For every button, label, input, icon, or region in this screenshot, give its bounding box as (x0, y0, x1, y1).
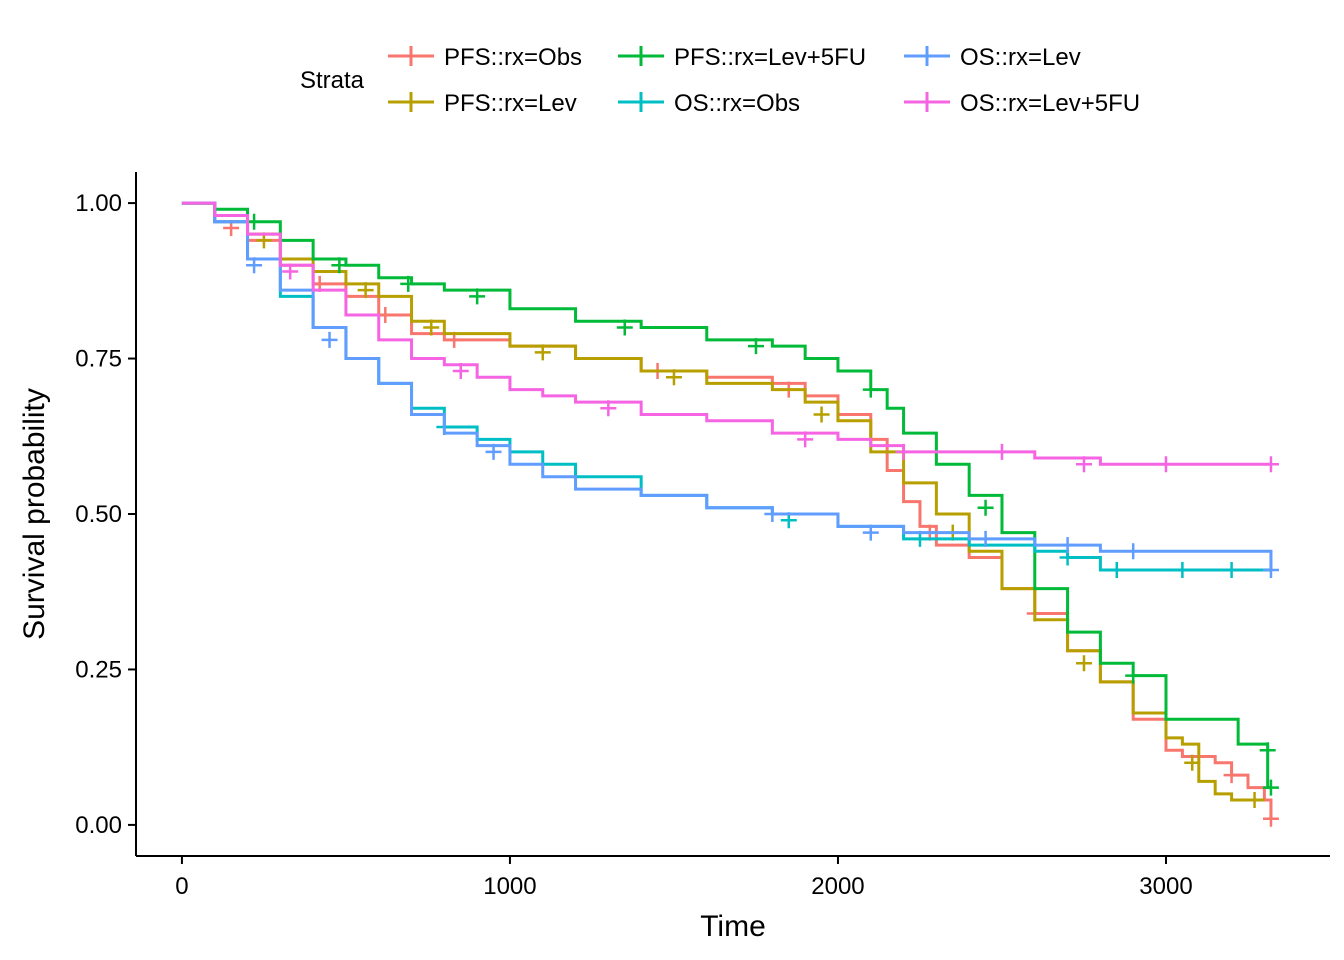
x-axis-label: Time (700, 910, 766, 943)
censor-mark (1223, 561, 1240, 578)
y-tick-label: 0.50 (75, 501, 122, 528)
censor-mark (423, 319, 440, 336)
legend-label: OS::rx=Obs (674, 90, 800, 117)
legend-label: PFS::rx=Lev (444, 90, 577, 117)
legend-label: PFS::rx=Lev+5FU (674, 44, 866, 71)
censor-mark (862, 381, 879, 398)
legend-label: OS::rx=Lev (960, 44, 1081, 71)
axes: 0.00 0.25 0.50 0.75 1.00 0 1000 2000 3000 (75, 172, 1330, 900)
censor-mark (1262, 456, 1279, 473)
legend-label: OS::rx=Lev+5FU (960, 90, 1140, 117)
x-tick-label: 3000 (1139, 873, 1192, 900)
censor-mark (764, 506, 781, 522)
censor-mark (600, 400, 617, 417)
censor-mark (977, 499, 994, 516)
legend-key (904, 92, 950, 112)
censor-mark (1184, 754, 1201, 771)
y-tick-label: 0.25 (75, 656, 122, 683)
censor-mark (246, 257, 263, 274)
censor-mark (469, 288, 486, 305)
censor-mark (977, 530, 994, 547)
censor-mark (1223, 767, 1240, 784)
censor-mark (616, 319, 633, 336)
legend-title: Strata (300, 67, 365, 94)
legend-entry: PFS::rx=Lev (388, 90, 577, 117)
censor-mark (1262, 779, 1279, 796)
censor-mark (357, 282, 374, 299)
series-line (181, 201, 1265, 802)
legend-key (388, 92, 434, 112)
censor-mark (862, 524, 879, 541)
legend-key (904, 46, 950, 66)
censor-mark (1174, 561, 1191, 578)
censor-mark (993, 443, 1010, 460)
censor-mark (400, 275, 417, 292)
plot-area (181, 201, 1279, 827)
censor-mark (331, 257, 348, 274)
censor-mark (813, 406, 830, 423)
x-tick-label: 1000 (483, 873, 536, 900)
censor-mark (485, 443, 502, 460)
censor-mark (1262, 561, 1279, 578)
legend-entry: OS::rx=Lev (904, 44, 1081, 71)
y-tick-label: 1.00 (75, 190, 122, 217)
x-tick-label: 2000 (811, 873, 864, 900)
censor-mark (534, 344, 551, 361)
legend-label: PFS::rx=Obs (444, 44, 582, 71)
legend-key (618, 46, 664, 66)
censor-mark (452, 362, 469, 379)
censor-mark (321, 331, 338, 348)
censor-mark (1259, 742, 1276, 759)
censor-mark (1125, 667, 1142, 684)
y-tick-label: 0.00 (75, 812, 122, 839)
censor-mark (1125, 543, 1142, 560)
legend-entry: OS::rx=Obs (618, 90, 800, 117)
series-line (181, 201, 1273, 570)
legend-entry: PFS::rx=Lev+5FU (618, 44, 866, 71)
censor-mark (665, 369, 682, 386)
censor-mark (1075, 655, 1092, 672)
censor-mark (1059, 537, 1076, 554)
censor-mark (1157, 456, 1174, 473)
censor-mark (747, 338, 764, 355)
legend-entry: OS::rx=Lev+5FU (904, 90, 1140, 117)
legend-key (618, 92, 664, 112)
censor-mark (895, 443, 912, 460)
y-tick-label: 0.75 (75, 346, 122, 373)
censor-mark (282, 263, 299, 280)
x-tick-label: 0 (175, 873, 188, 900)
legend-key (388, 46, 434, 66)
censor-mark (1075, 456, 1092, 473)
y-axis-label: Survival probability (18, 388, 51, 640)
censor-mark (1246, 792, 1263, 809)
legend-entry: PFS::rx=Obs (388, 44, 582, 71)
censor-mark (797, 431, 814, 448)
censor-mark (1262, 810, 1279, 827)
censor-mark (1108, 561, 1125, 578)
